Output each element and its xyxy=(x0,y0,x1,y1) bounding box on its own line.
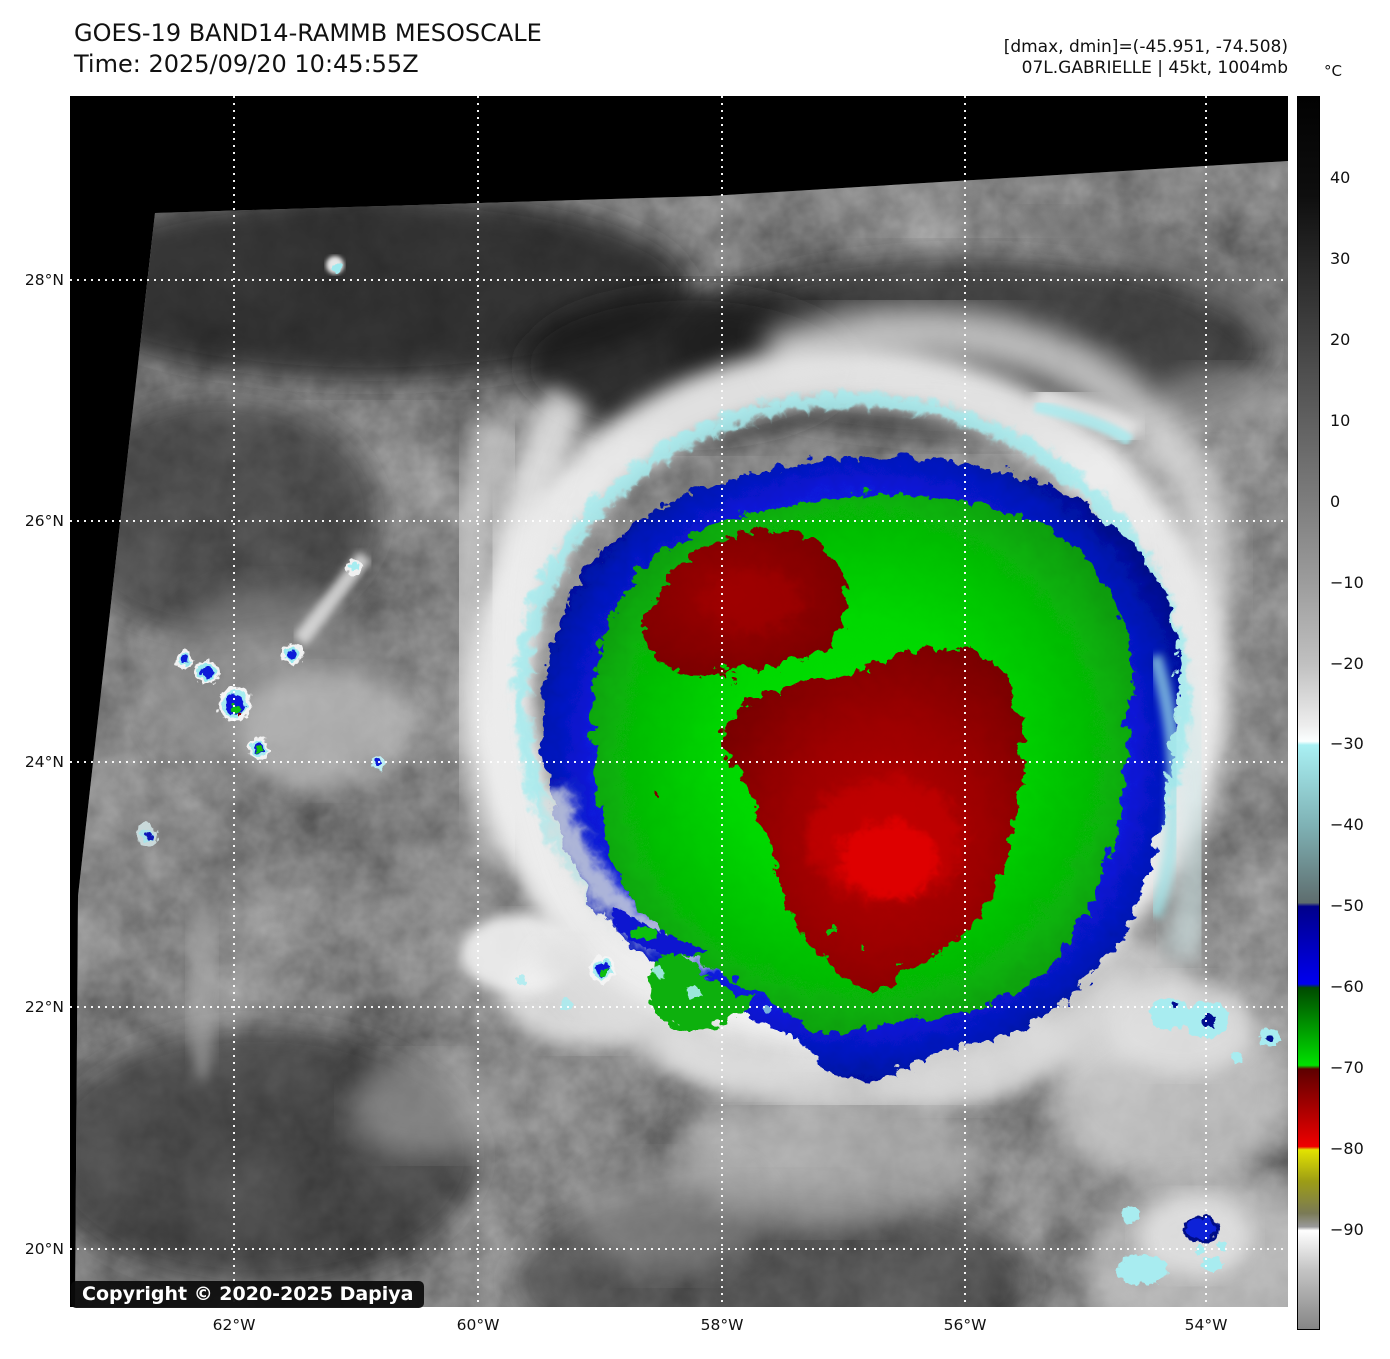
longitude-label: 56°W xyxy=(943,1316,987,1334)
latitude-label: 26°N xyxy=(24,512,64,530)
colorbar-tick-label: −30 xyxy=(1330,734,1364,754)
longitude-label: 58°W xyxy=(700,1316,744,1334)
image-title: GOES-19 BAND14-RAMMB MESOSCALE xyxy=(74,19,542,47)
longitude-gridline xyxy=(721,96,723,1307)
satellite-map-panel xyxy=(70,96,1288,1307)
colorbar-tick-label: −20 xyxy=(1330,653,1364,673)
image-timestamp: Time: 2025/09/20 10:45:55Z xyxy=(74,50,419,78)
satellite-image xyxy=(70,96,1288,1307)
latitude-gridline xyxy=(70,1006,1288,1008)
latitude-gridline xyxy=(70,761,1288,763)
colorbar-unit-label: °C xyxy=(1324,62,1342,80)
longitude-gridline xyxy=(1205,96,1207,1307)
latitude-label: 24°N xyxy=(24,753,64,771)
colorbar-tick-label: −50 xyxy=(1330,896,1364,916)
colorbar-tick-label: 0 xyxy=(1330,491,1341,511)
longitude-label: 62°W xyxy=(212,1316,256,1334)
latitude-gridline xyxy=(70,279,1288,281)
dmax-dmin-readout: [dmax, dmin]=(-45.951, -74.508) xyxy=(1003,37,1288,57)
longitude-label: 54°W xyxy=(1184,1316,1228,1334)
colorbar-tick-label: 20 xyxy=(1330,329,1351,349)
latitude-label: 28°N xyxy=(24,271,64,289)
storm-info: 07L.GABRIELLE | 45kt, 1004mb xyxy=(1021,58,1288,78)
colorbar-tick-label: −80 xyxy=(1330,1138,1364,1158)
colorbar-tick-label: −40 xyxy=(1330,815,1364,835)
latitude-label: 22°N xyxy=(24,998,64,1016)
copyright-badge: Copyright © 2020-2025 Dapiya xyxy=(71,1281,425,1308)
longitude-gridline xyxy=(233,96,235,1307)
colorbar-tick-label: −60 xyxy=(1330,977,1364,997)
longitude-gridline xyxy=(477,96,479,1307)
latitude-label: 20°N xyxy=(24,1240,64,1258)
latitude-gridline xyxy=(70,1248,1288,1250)
colorbar-tick-label: 10 xyxy=(1330,410,1351,430)
temperature-colorbar xyxy=(1297,96,1320,1330)
colorbar-tick-label: −10 xyxy=(1330,572,1364,592)
colorbar-tick-label: 40 xyxy=(1330,168,1351,188)
latitude-gridline xyxy=(70,520,1288,522)
longitude-label: 60°W xyxy=(456,1316,500,1334)
colorbar-tick-label: 30 xyxy=(1330,249,1351,268)
colorbar-tick-label: −90 xyxy=(1330,1219,1364,1239)
colorbar-tick-label: −70 xyxy=(1330,1058,1364,1078)
longitude-gridline xyxy=(964,96,966,1307)
